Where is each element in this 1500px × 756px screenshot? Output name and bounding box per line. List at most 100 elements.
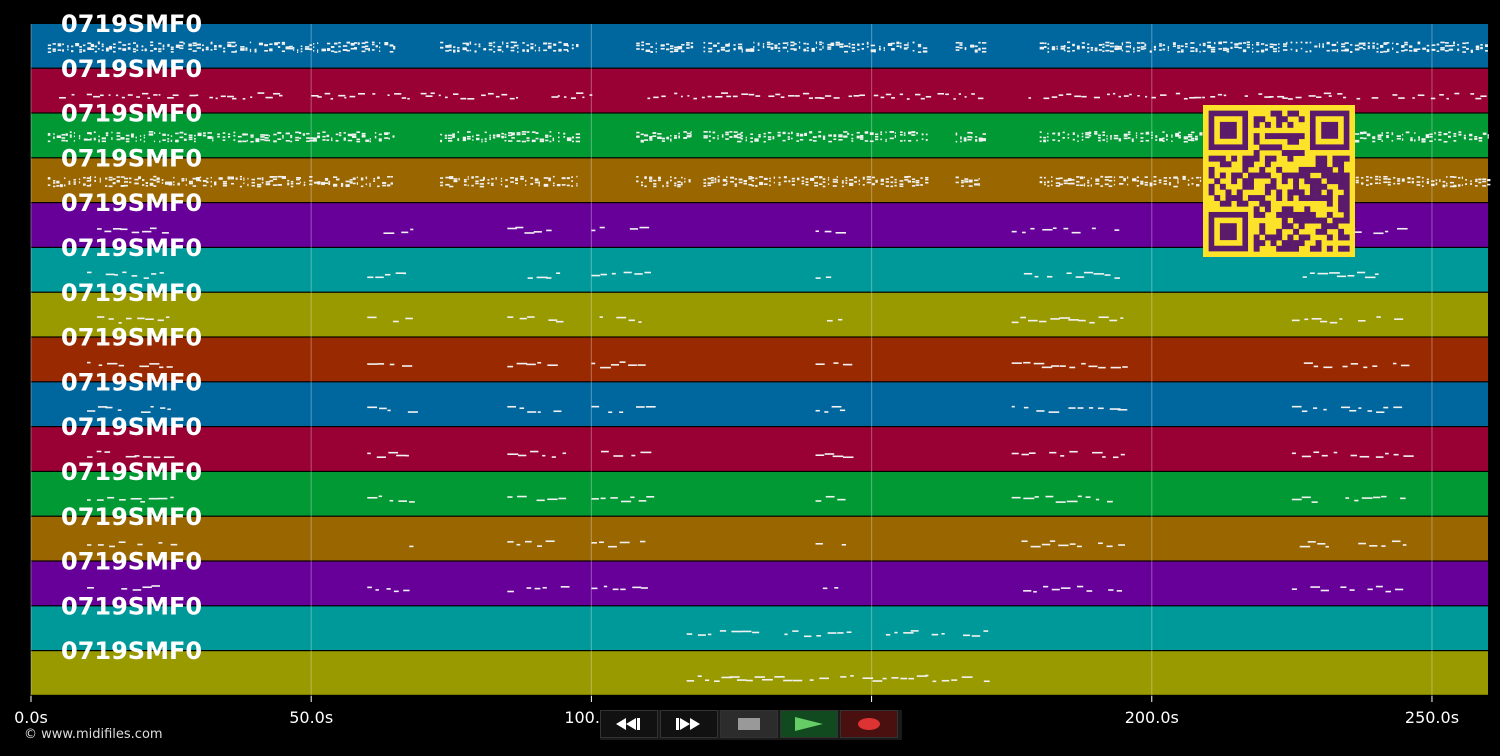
- note: [1102, 456, 1106, 458]
- note: [501, 136, 504, 139]
- note: [227, 41, 232, 44]
- note: [736, 679, 747, 681]
- note: [1199, 180, 1202, 182]
- note: [218, 45, 222, 48]
- note: [571, 136, 574, 139]
- note: [799, 138, 804, 141]
- note: [912, 49, 915, 52]
- note: [534, 587, 541, 590]
- note: [899, 183, 904, 185]
- note: [254, 48, 257, 51]
- note: [878, 45, 881, 48]
- note: [132, 42, 136, 44]
- note: [925, 674, 929, 677]
- note: [364, 41, 369, 44]
- note: [281, 41, 286, 44]
- note: [707, 177, 712, 180]
- note: [1222, 41, 1228, 44]
- note: [425, 95, 433, 97]
- note: [801, 182, 805, 185]
- note: [522, 49, 525, 51]
- note: [703, 46, 706, 49]
- note: [1121, 49, 1124, 52]
- note: [725, 50, 730, 52]
- note: [1377, 138, 1382, 140]
- note: [964, 181, 969, 183]
- note: [127, 94, 133, 96]
- note: [911, 131, 916, 133]
- note: [377, 185, 380, 188]
- note: [730, 176, 735, 179]
- note: [1144, 43, 1147, 46]
- note: [720, 49, 725, 51]
- note: [131, 135, 134, 138]
- note: [757, 49, 760, 51]
- record-button[interactable]: [840, 710, 898, 738]
- note: [453, 46, 456, 48]
- note: [265, 96, 273, 99]
- note: [546, 229, 552, 232]
- note: [361, 42, 366, 45]
- note: [210, 185, 212, 188]
- note: [623, 271, 632, 274]
- note: [1047, 185, 1050, 187]
- note: [1385, 590, 1392, 593]
- note: [1397, 180, 1401, 182]
- note: [955, 133, 958, 136]
- note: [387, 184, 391, 187]
- note: [526, 137, 530, 139]
- note: [845, 179, 848, 182]
- note: [300, 45, 303, 48]
- note: [165, 316, 170, 319]
- note: [1446, 184, 1448, 187]
- note: [149, 178, 154, 181]
- note: [349, 182, 353, 184]
- note: [833, 362, 839, 364]
- note: [690, 131, 692, 133]
- note: [192, 50, 197, 52]
- note: [196, 43, 202, 46]
- note: [285, 47, 290, 49]
- note: [213, 45, 217, 47]
- note: [303, 181, 306, 184]
- note: [971, 132, 973, 134]
- note: [827, 46, 832, 48]
- note: [542, 454, 546, 457]
- note: [717, 134, 719, 137]
- note: [650, 46, 653, 48]
- note: [1393, 453, 1399, 456]
- note: [628, 364, 637, 366]
- note: [566, 139, 572, 142]
- note: [1094, 132, 1098, 135]
- note: [798, 41, 801, 44]
- note: [185, 184, 187, 186]
- note: [725, 180, 728, 183]
- note: [1182, 176, 1186, 179]
- note: [1187, 139, 1193, 141]
- fast-forward-button[interactable]: [660, 710, 718, 738]
- note: [1153, 48, 1156, 51]
- note: [783, 176, 787, 178]
- note: [824, 453, 835, 455]
- note: [521, 140, 526, 143]
- note: [1113, 456, 1119, 459]
- note: [920, 97, 925, 100]
- note: [866, 41, 869, 44]
- note: [752, 631, 760, 634]
- note: [1098, 316, 1109, 319]
- rewind-button[interactable]: [600, 710, 658, 738]
- note: [538, 182, 540, 185]
- note: [754, 676, 765, 678]
- note: [352, 178, 356, 180]
- note: [1397, 178, 1401, 180]
- play-button[interactable]: [780, 710, 838, 738]
- note: [1282, 45, 1287, 47]
- note: [644, 177, 647, 180]
- note: [137, 317, 145, 320]
- note: [125, 140, 130, 143]
- stop-button[interactable]: [720, 710, 778, 738]
- track-lane: [31, 292, 1488, 337]
- note: [1478, 139, 1483, 142]
- note: [634, 273, 643, 275]
